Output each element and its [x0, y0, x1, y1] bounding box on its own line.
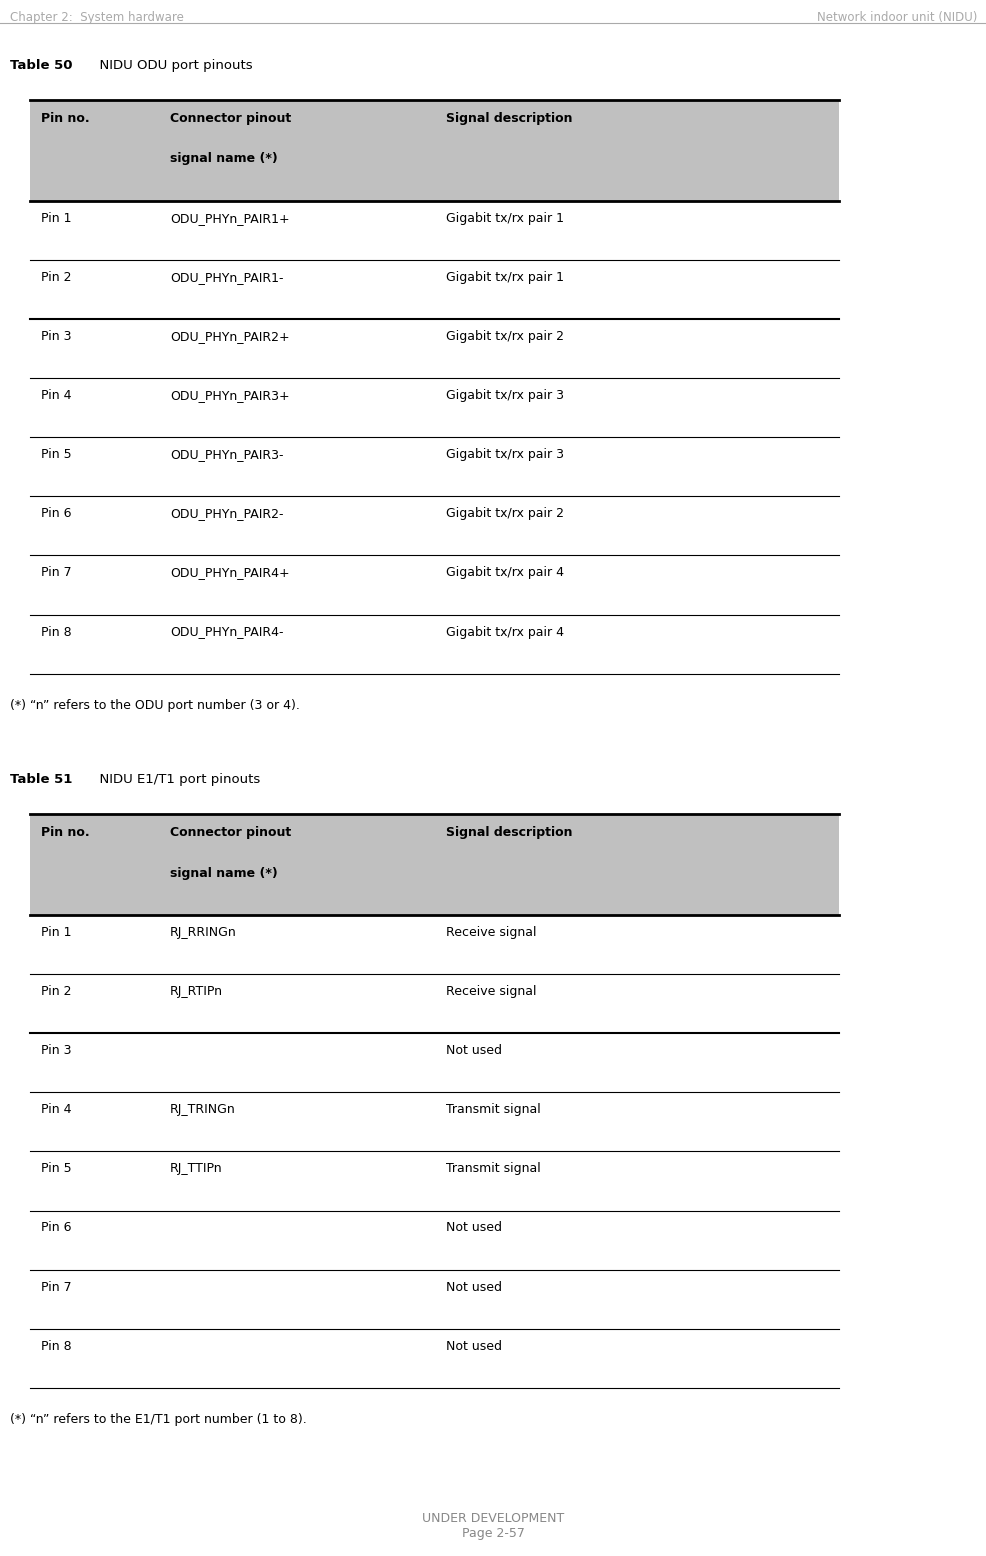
- Text: RJ_RTIPn: RJ_RTIPn: [170, 985, 223, 997]
- Text: Gigabit tx/rx pair 1: Gigabit tx/rx pair 1: [446, 271, 564, 283]
- Text: NIDU ODU port pinouts: NIDU ODU port pinouts: [91, 59, 252, 72]
- Text: Pin 5: Pin 5: [41, 448, 72, 461]
- Text: Transmit signal: Transmit signal: [446, 1162, 540, 1175]
- Text: Table 51: Table 51: [10, 773, 72, 786]
- Text: Connector pinout: Connector pinout: [170, 112, 291, 124]
- Text: Pin no.: Pin no.: [41, 112, 90, 124]
- Text: (*) “n” refers to the E1/T1 port number (1 to 8).: (*) “n” refers to the E1/T1 port number …: [10, 1413, 307, 1425]
- Text: Pin 2: Pin 2: [41, 271, 72, 283]
- Text: Pin 2: Pin 2: [41, 985, 72, 997]
- Text: Pin 6: Pin 6: [41, 507, 72, 520]
- Bar: [30, 814, 838, 915]
- Text: Not used: Not used: [446, 1044, 502, 1057]
- Text: Signal description: Signal description: [446, 826, 572, 839]
- Text: ODU_PHYn_PAIR4+: ODU_PHYn_PAIR4+: [170, 566, 289, 579]
- Text: ODU_PHYn_PAIR4-: ODU_PHYn_PAIR4-: [170, 626, 283, 638]
- Text: Pin 4: Pin 4: [41, 389, 72, 401]
- Text: Transmit signal: Transmit signal: [446, 1103, 540, 1116]
- Text: Gigabit tx/rx pair 2: Gigabit tx/rx pair 2: [446, 330, 564, 342]
- Text: Pin 3: Pin 3: [41, 1044, 72, 1057]
- Text: Pin 6: Pin 6: [41, 1221, 72, 1234]
- Text: RJ_RRINGn: RJ_RRINGn: [170, 926, 237, 938]
- Text: ODU_PHYn_PAIR2-: ODU_PHYn_PAIR2-: [170, 507, 283, 520]
- Text: ODU_PHYn_PAIR1+: ODU_PHYn_PAIR1+: [170, 212, 289, 224]
- Text: RJ_TRINGn: RJ_TRINGn: [170, 1103, 236, 1116]
- Text: Pin 4: Pin 4: [41, 1103, 72, 1116]
- Bar: [30, 100, 838, 201]
- Text: Pin 5: Pin 5: [41, 1162, 72, 1175]
- Text: Gigabit tx/rx pair 3: Gigabit tx/rx pair 3: [446, 448, 564, 461]
- Text: Pin 7: Pin 7: [41, 1281, 72, 1293]
- Text: ODU_PHYn_PAIR3+: ODU_PHYn_PAIR3+: [170, 389, 289, 401]
- Text: Pin 8: Pin 8: [41, 626, 72, 638]
- Text: Chapter 2:  System hardware: Chapter 2: System hardware: [10, 11, 183, 23]
- Text: Table 50: Table 50: [10, 59, 72, 72]
- Text: UNDER DEVELOPMENT
Page 2-57: UNDER DEVELOPMENT Page 2-57: [422, 1512, 564, 1540]
- Text: Network indoor unit (NIDU): Network indoor unit (NIDU): [816, 11, 976, 23]
- Text: Pin 1: Pin 1: [41, 926, 72, 938]
- Text: Pin 7: Pin 7: [41, 566, 72, 579]
- Text: ODU_PHYn_PAIR3-: ODU_PHYn_PAIR3-: [170, 448, 283, 461]
- Text: Signal description: Signal description: [446, 112, 572, 124]
- Text: signal name (*): signal name (*): [170, 152, 277, 165]
- Text: NIDU E1/T1 port pinouts: NIDU E1/T1 port pinouts: [91, 773, 259, 786]
- Text: Receive signal: Receive signal: [446, 985, 536, 997]
- Text: ODU_PHYn_PAIR2+: ODU_PHYn_PAIR2+: [170, 330, 289, 342]
- Text: Pin 1: Pin 1: [41, 212, 72, 224]
- Text: (*) “n” refers to the ODU port number (3 or 4).: (*) “n” refers to the ODU port number (3…: [10, 699, 300, 711]
- Text: Receive signal: Receive signal: [446, 926, 536, 938]
- Text: Gigabit tx/rx pair 3: Gigabit tx/rx pair 3: [446, 389, 564, 401]
- Text: Not used: Not used: [446, 1221, 502, 1234]
- Text: Gigabit tx/rx pair 1: Gigabit tx/rx pair 1: [446, 212, 564, 224]
- Text: RJ_TTIPn: RJ_TTIPn: [170, 1162, 222, 1175]
- Text: Pin no.: Pin no.: [41, 826, 90, 839]
- Text: Gigabit tx/rx pair 4: Gigabit tx/rx pair 4: [446, 566, 564, 579]
- Text: Not used: Not used: [446, 1281, 502, 1293]
- Text: Gigabit tx/rx pair 4: Gigabit tx/rx pair 4: [446, 626, 564, 638]
- Text: Connector pinout: Connector pinout: [170, 826, 291, 839]
- Text: Pin 8: Pin 8: [41, 1340, 72, 1352]
- Text: Pin 3: Pin 3: [41, 330, 72, 342]
- Text: ODU_PHYn_PAIR1-: ODU_PHYn_PAIR1-: [170, 271, 283, 283]
- Text: signal name (*): signal name (*): [170, 867, 277, 879]
- Text: Gigabit tx/rx pair 2: Gigabit tx/rx pair 2: [446, 507, 564, 520]
- Text: Not used: Not used: [446, 1340, 502, 1352]
